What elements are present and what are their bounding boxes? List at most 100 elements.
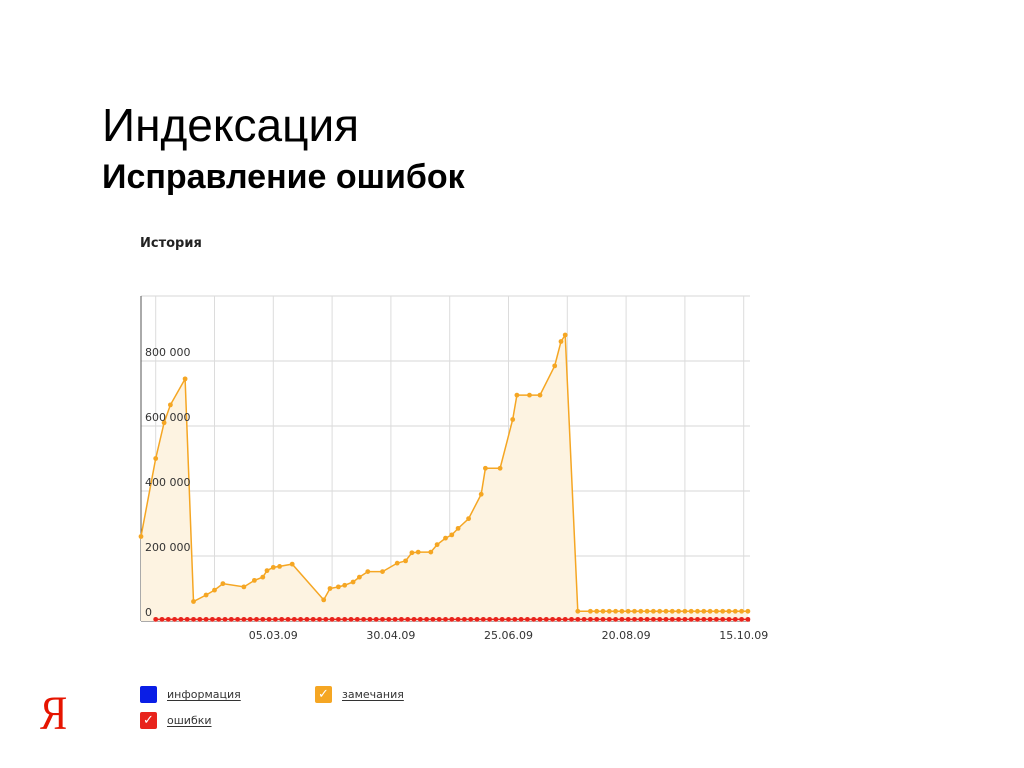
errors-point [449,616,455,622]
errors-point [336,616,341,622]
legend-item-warnings[interactable]: ✓ замечания [315,686,404,703]
warnings-point [327,586,333,591]
warnings-point [203,592,209,598]
errors-point [361,616,366,622]
errors-point [191,616,196,622]
errors-point [695,616,700,622]
warnings-point [443,535,448,541]
errors-point [260,616,266,622]
warnings-point [264,568,270,574]
warnings-point [575,608,581,614]
errors-point [493,616,499,622]
warnings-point [714,608,719,614]
warnings-point [277,564,282,569]
warnings-point [657,608,663,614]
errors-point [543,616,549,622]
warnings-point [514,392,520,398]
warnings-checkbox[interactable]: ✓ [315,686,332,703]
warnings-point [191,599,196,604]
warnings-point [212,587,217,593]
warnings-point [455,525,461,531]
warnings-point [613,608,618,614]
errors-point [594,616,600,622]
legend-item-errors[interactable]: ✓ ошибки [140,712,212,729]
errors-point [480,616,486,622]
warnings-point [182,376,188,382]
info-checkbox[interactable] [140,686,157,703]
y-tick-label: 0 [145,606,152,619]
y-tick-label: 800 000 [145,346,191,359]
errors-point [732,616,738,622]
warnings-point [732,608,738,614]
warnings-point [688,608,694,614]
errors-point [575,616,581,622]
warnings-point [632,608,637,614]
x-tick-label: 20.08.09 [602,629,651,642]
errors-point [411,616,417,622]
chart-title: История [140,236,202,251]
errors-point [487,616,492,622]
warnings-point [701,608,707,614]
errors-point [613,616,618,622]
chart-label-layer: 0 200 000 400 000 600 000 800 000 05.03.09 30.… [145,346,768,642]
errors-point [632,616,637,622]
errors-point [254,616,259,622]
warnings-point [739,608,744,614]
errors-point [462,616,467,622]
warnings-point [588,608,593,614]
errors-point [304,616,310,622]
warnings-point [619,608,625,614]
legend-item-info[interactable]: информация [140,686,241,703]
errors-point [417,616,423,622]
warnings-point [321,597,327,603]
legend-label-errors[interactable]: ошибки [167,714,212,727]
warnings-point [726,608,732,614]
errors-point [644,616,650,622]
errors-point [581,616,587,622]
errors-point [386,616,392,622]
warnings-point [651,608,656,614]
errors-point [266,616,272,622]
errors-point [638,616,644,622]
slide-title: Индексация [102,99,360,151]
errors-point [556,616,562,622]
warnings-point [138,534,144,539]
errors-point [367,616,373,622]
errors-point [726,616,732,622]
warnings-point [720,608,726,614]
warnings-point [695,608,700,614]
yandex-logo: Я [40,687,68,740]
warnings-point [415,549,421,555]
errors-point [455,616,461,622]
errors-point [688,616,694,622]
warnings-point [220,581,226,587]
warnings-point [449,532,455,538]
warnings-point [707,608,713,614]
warnings-point [669,608,675,614]
x-tick-label: 15.10.09 [719,629,768,642]
warnings-point [483,465,488,471]
warnings-point [510,417,516,422]
errors-point [172,616,178,622]
errors-point [235,616,241,622]
errors-point [600,616,606,622]
warnings-point [428,549,434,555]
warnings-point [336,584,341,590]
y-tick-label: 200 000 [145,541,191,554]
legend-label-warnings[interactable]: замечания [342,688,404,701]
warnings-point [270,564,276,570]
warnings-point [434,542,440,548]
errors-point [745,616,751,622]
errors-point [216,616,222,622]
errors-point [241,616,247,622]
warnings-point [638,608,644,614]
legend-label-info[interactable]: информация [167,688,241,701]
errors-point [399,616,404,622]
slide-subtitle: Исправление ошибок [102,158,465,196]
errors-point [348,616,354,622]
errors-checkbox[interactable]: ✓ [140,712,157,729]
errors-point [392,616,398,622]
x-tick-label: 30.04.09 [366,629,415,642]
warnings-point [625,608,631,614]
errors-point [506,616,511,622]
